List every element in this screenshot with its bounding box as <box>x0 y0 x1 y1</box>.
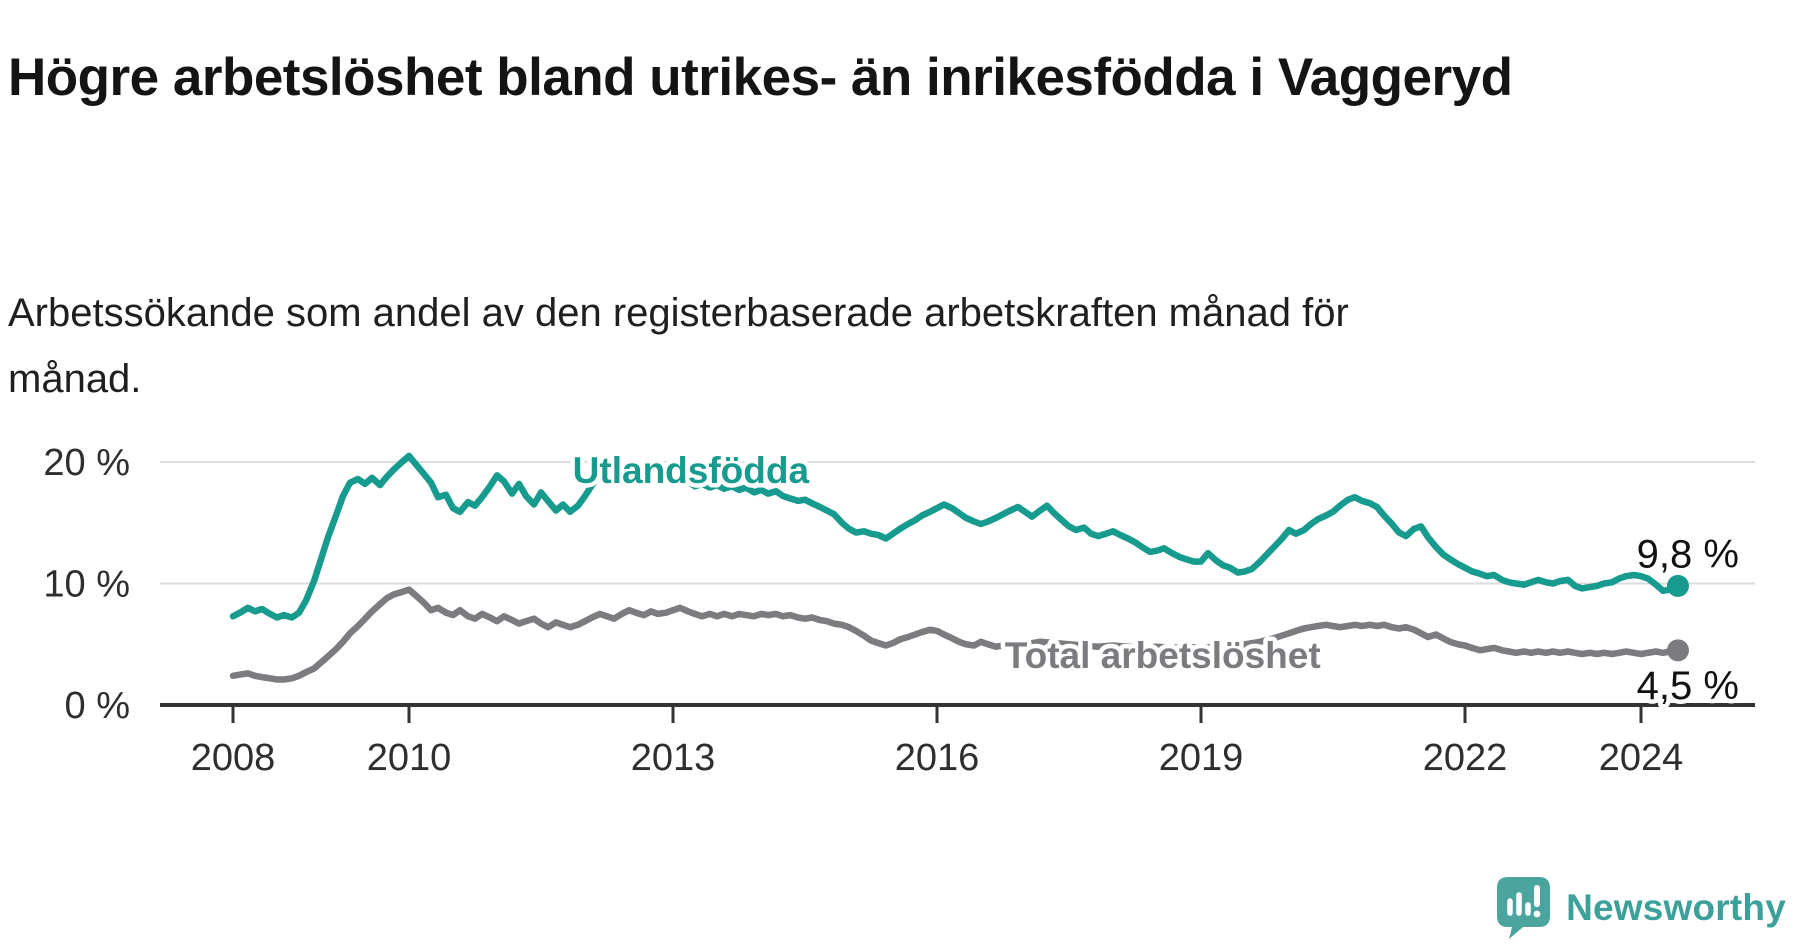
label-utlandsfodda: Utlandsfödda <box>573 450 810 491</box>
series-line-total-arbetsl-shet <box>229 586 1682 683</box>
y-tick-label-20: 20 % <box>43 442 130 484</box>
x-tick-label-2013: 2013 <box>631 737 716 779</box>
x-tick-label-2024: 2024 <box>1599 737 1684 779</box>
x-tick-label-2008: 2008 <box>191 737 276 779</box>
value-total: 4,5 % <box>1637 664 1739 708</box>
newsworthy-logo-icon <box>1497 877 1551 939</box>
x-tick-label-2016: 2016 <box>895 737 980 779</box>
y-tick-label-0: 0 % <box>65 685 130 727</box>
end-dot-total-arbetsl-shet <box>1666 639 1689 662</box>
series-line-utlandsf-dda <box>229 452 1682 621</box>
x-tick-label-2019: 2019 <box>1159 737 1244 779</box>
value-utlandsfodda: 9,8 % <box>1637 533 1739 577</box>
y-tick-label-10: 10 % <box>43 564 130 606</box>
x-tick-label-2022: 2022 <box>1423 737 1508 779</box>
page-title: Högre arbetslöshet bland utrikes- än inr… <box>8 47 1513 107</box>
x-tick-label-2010: 2010 <box>367 737 452 779</box>
label-total-arbetsloshet: Total arbetslöshet <box>1005 635 1321 676</box>
page-subtitle: Arbetssökande som andel av den registerb… <box>8 291 1349 401</box>
newsworthy-brand-text: Newsworthy <box>1566 887 1786 928</box>
end-dot-utlandsf-dda <box>1666 574 1689 597</box>
newsworthy-brand-link[interactable]: Newsworthy <box>1496 876 1786 940</box>
